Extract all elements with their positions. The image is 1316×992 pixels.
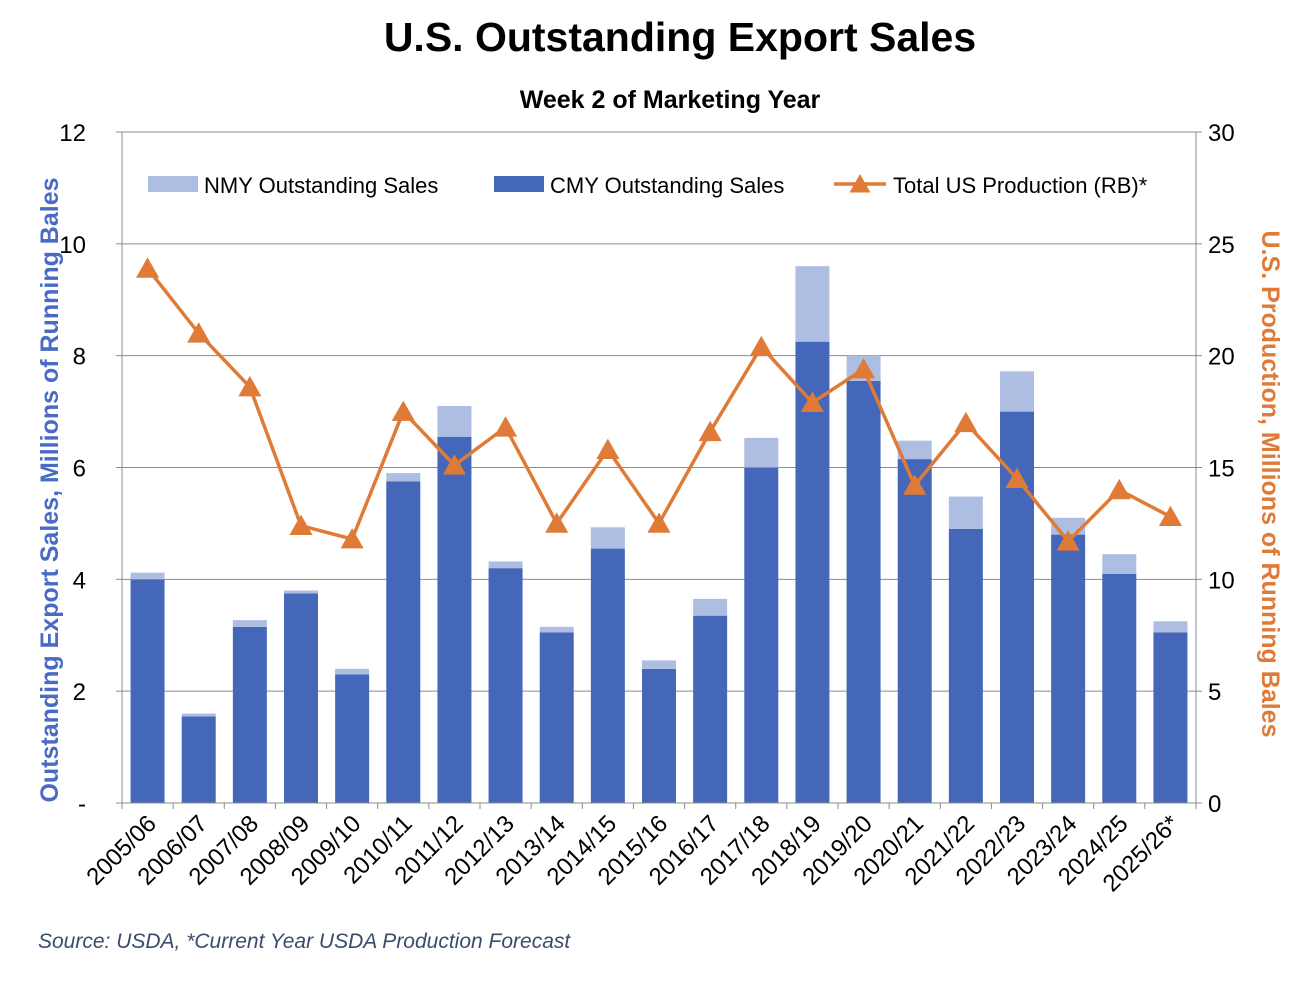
production-marker <box>698 420 722 442</box>
bar-nmy <box>590 527 625 549</box>
y-axis-title-right: U.S. Production, Millions of Running Bal… <box>1256 231 1284 738</box>
production-marker <box>800 391 824 412</box>
legend-marker-production <box>849 174 871 193</box>
bar-cmy <box>897 459 932 803</box>
production-marker <box>749 335 773 357</box>
bar-cmy <box>488 568 523 803</box>
y-tick-right: 15 <box>1208 456 1235 483</box>
bar-nmy <box>744 437 779 468</box>
bar-nmy <box>232 620 267 627</box>
bar-cmy <box>1153 632 1188 803</box>
y-tick-right: 0 <box>1208 791 1221 818</box>
production-marker <box>1005 467 1029 489</box>
production-marker <box>852 358 876 379</box>
bar-cmy <box>232 626 267 803</box>
production-line-group <box>136 257 1182 551</box>
bar-nmy <box>795 266 830 342</box>
bar-cmy <box>181 716 216 803</box>
chart-subtitle: Week 2 of Marketing Year <box>519 86 821 114</box>
bar-cmy <box>284 593 318 803</box>
gridlines <box>122 131 1196 692</box>
bar-nmy <box>488 561 523 569</box>
bar-cmy <box>130 579 165 803</box>
y-tick-right: 20 <box>1208 344 1235 371</box>
y-tick-left: 6 <box>73 456 86 483</box>
bar-nmy <box>284 590 318 594</box>
bar-cmy <box>1051 534 1086 803</box>
production-marker <box>187 322 211 343</box>
production-marker <box>442 454 466 475</box>
bar-cmy <box>948 529 983 803</box>
production-marker <box>596 438 620 459</box>
bar-nmy <box>130 572 165 580</box>
y-tick-right: 25 <box>1208 232 1235 259</box>
source-note: Source: USDA, *Current Year USDA Product… <box>38 930 571 953</box>
production-marker <box>494 416 518 437</box>
y-tick-left: - <box>78 791 86 818</box>
production-marker <box>545 512 569 533</box>
bar-cmy <box>744 467 779 803</box>
production-marker <box>340 528 364 549</box>
legend-label-nmy: NMY Outstanding Sales <box>204 173 438 198</box>
legend-swatch-nmy <box>148 176 198 192</box>
production-marker <box>1107 478 1131 500</box>
legend-label-production: Total US Production (RB)* <box>893 173 1148 198</box>
production-marker <box>391 400 415 421</box>
bars-group <box>130 266 1188 803</box>
bar-cmy <box>846 380 881 803</box>
y-tick-left: 10 <box>59 232 86 259</box>
y-tick-left: 12 <box>59 120 86 147</box>
bar-nmy <box>437 405 472 437</box>
bar-cmy <box>539 632 574 803</box>
bar-nmy <box>897 440 932 460</box>
y-tick-right: 5 <box>1208 679 1221 706</box>
production-marker <box>903 474 927 495</box>
bar-cmy <box>335 674 370 803</box>
production-marker <box>136 257 160 278</box>
bar-nmy <box>693 598 728 616</box>
y-tick-left: 8 <box>73 344 86 371</box>
bar-cmy <box>1102 573 1137 803</box>
y-tick-right: 30 <box>1208 120 1235 147</box>
bar-nmy <box>181 713 216 717</box>
bar-nmy <box>539 626 574 633</box>
bar-nmy <box>335 668 370 675</box>
y-tick-left: 4 <box>73 567 86 594</box>
bar-nmy <box>948 496 983 530</box>
chart-title: U.S. Outstanding Export Sales <box>383 14 977 60</box>
production-marker <box>289 514 313 536</box>
production-marker <box>238 375 262 397</box>
bar-cmy <box>642 668 676 803</box>
bar-cmy <box>590 548 625 803</box>
production-marker <box>954 411 978 433</box>
bar-cmy <box>693 615 728 803</box>
legend: NMY Outstanding Sales CMY Outstanding Sal… <box>148 173 1148 198</box>
production-marker <box>647 512 671 533</box>
production-marker <box>1158 505 1182 527</box>
bar-cmy <box>437 436 472 803</box>
y-tick-right: 10 <box>1208 567 1235 594</box>
bar-nmy <box>1102 554 1137 574</box>
y-tick-left: 2 <box>73 679 86 706</box>
bar-cmy <box>386 481 421 803</box>
bar-nmy <box>386 473 421 482</box>
bar-nmy <box>642 660 676 669</box>
bar-nmy <box>1000 371 1034 412</box>
bar-nmy <box>1153 621 1188 633</box>
production-marker <box>1056 530 1080 551</box>
bar-cmy <box>795 341 830 803</box>
legend-label-cmy: CMY Outstanding Sales <box>550 173 784 198</box>
y-axis-title-left: Outstanding Export Sales, Millions of Ru… <box>36 177 64 802</box>
legend-swatch-cmy <box>494 176 544 192</box>
